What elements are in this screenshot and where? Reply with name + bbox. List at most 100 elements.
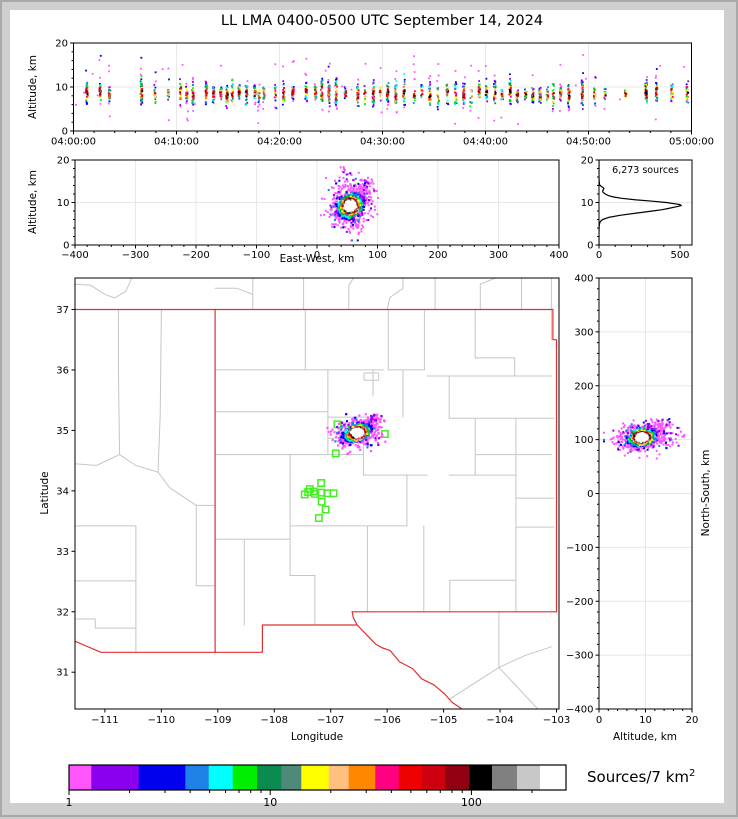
y-tick-label: 31 — [56, 668, 69, 679]
x-tick-label: 04:20:00 — [257, 137, 302, 148]
x-tick-label: 05:00:00 — [669, 137, 714, 148]
colorbar-tick-label: 10 — [263, 796, 277, 809]
colorbar-segment — [399, 765, 423, 790]
y-tick-label: 0 — [62, 127, 68, 138]
y-tick-label: 35 — [56, 426, 69, 437]
y-tick-label: 20 — [57, 156, 70, 167]
x-tick-label: −300 — [122, 250, 149, 261]
x-tick-label: −200 — [182, 250, 209, 261]
colorbar-label: Sources/7 km2 — [587, 768, 695, 786]
x-tick-label: 10 — [639, 715, 652, 726]
colorbar-segment — [469, 765, 492, 790]
y-tick-label: 100 — [574, 435, 593, 446]
colorbar-segment — [375, 765, 399, 790]
y-tick-label: 32 — [56, 607, 69, 618]
colorbar-tick-label: 100 — [461, 796, 482, 809]
ew-height-points — [320, 166, 379, 252]
station-marker — [333, 450, 339, 456]
y-tick-label: 200 — [574, 381, 593, 392]
x-tick-label: 04:40:00 — [463, 137, 508, 148]
station-marker — [318, 480, 324, 486]
figure-title: LL LMA 0400-0500 UTC September 14, 2024 — [73, 13, 691, 29]
y-tick-label: −400 — [566, 705, 593, 716]
y-tick-label: 36 — [56, 365, 69, 376]
colorbar-segment — [209, 765, 233, 790]
y-tick-label: −300 — [566, 651, 593, 662]
map-storm-points — [326, 413, 386, 455]
station-marker — [318, 499, 324, 505]
y-tick-label: 0 — [587, 489, 593, 500]
colorbar-segment — [257, 765, 282, 790]
colorbar-segment — [69, 765, 92, 790]
x-tick-label: 04:10:00 — [154, 137, 199, 148]
y-tick-label: −100 — [566, 543, 593, 554]
y-tick-label: 300 — [574, 327, 593, 338]
y-tick-label: 37 — [56, 305, 69, 316]
ns-height-points — [591, 418, 685, 459]
time-height-y-axis-title: Altitude, km — [27, 55, 39, 119]
x-tick-label: −104 — [486, 715, 513, 726]
x-tick-label: −105 — [430, 715, 457, 726]
colorbar-segment — [445, 765, 469, 790]
map-y-axis-title: Latitude — [39, 471, 51, 514]
y-tick-label: 20 — [581, 156, 594, 167]
x-tick-label: −400 — [61, 250, 88, 261]
colorbar-segment — [185, 765, 209, 790]
station-marker — [316, 515, 322, 521]
map-ticks: −111 −110 −109 −108 −107 −106 −105 −104 −103 31 32… — [56, 305, 570, 726]
x-tick-label: 200 — [428, 250, 447, 261]
x-tick-label: −110 — [148, 715, 175, 726]
x-tick-label: −109 — [204, 715, 231, 726]
colorbar-segment — [139, 765, 186, 790]
x-tick-label: −108 — [261, 715, 288, 726]
colorbar: 1 10 100 — [66, 765, 567, 809]
y-tick-label: 0 — [63, 241, 69, 252]
y-tick-label: 20 — [55, 39, 68, 50]
y-tick-label: 10 — [57, 198, 70, 209]
x-tick-label: 04:50:00 — [566, 137, 611, 148]
map-content — [74, 278, 557, 710]
station-marker — [330, 490, 336, 496]
x-tick-label: −103 — [543, 715, 570, 726]
x-tick-label: 20 — [686, 715, 699, 726]
source-count-annotation: 6,273 sources — [599, 165, 692, 176]
ns-height-x-axis-title: Altitude, km — [545, 731, 738, 743]
colorbar-segment — [349, 765, 376, 790]
panel-ns-height — [591, 278, 692, 709]
colorbar-tick-label: 1 — [66, 796, 73, 809]
ew-height-x-axis-title: East-West, km — [217, 253, 417, 265]
colorbar-segment — [281, 765, 301, 790]
x-tick-label: 0 — [596, 250, 602, 261]
colorbar-label-superscript: 2 — [689, 768, 695, 779]
y-tick-label: 10 — [55, 83, 68, 94]
y-tick-label: 34 — [56, 486, 69, 497]
colorbar-segment — [301, 765, 329, 790]
y-tick-label: −200 — [566, 597, 593, 608]
station-marker — [322, 506, 328, 512]
colorbar-segment — [422, 765, 446, 790]
panel-ew-height — [75, 160, 559, 252]
ew-height-y-axis-title: Altitude, km — [27, 170, 39, 234]
y-tick-label: 400 — [574, 274, 593, 285]
y-tick-label: 0 — [587, 241, 593, 252]
colorbar-segment — [329, 765, 349, 790]
x-tick-label: 400 — [549, 250, 568, 261]
x-tick-label: 300 — [489, 250, 508, 261]
map-county-lines — [74, 278, 554, 710]
x-tick-label: −111 — [91, 715, 118, 726]
colorbar-segment — [540, 765, 566, 790]
colorbar-label-text: Sources/7 km — [587, 768, 689, 786]
panel-time-height — [74, 43, 692, 131]
panel-map — [74, 278, 559, 710]
colorbar-segment — [517, 765, 540, 790]
ns-height-y-axis-title: North-South, km — [700, 450, 712, 537]
colorbar-segment — [492, 765, 517, 790]
y-tick-label: 10 — [581, 198, 594, 209]
y-tick-label: 33 — [56, 547, 69, 558]
x-tick-label: −107 — [317, 715, 344, 726]
x-tick-label: −106 — [373, 715, 400, 726]
colorbar-segment — [91, 765, 139, 790]
colorbar-segment — [233, 765, 258, 790]
